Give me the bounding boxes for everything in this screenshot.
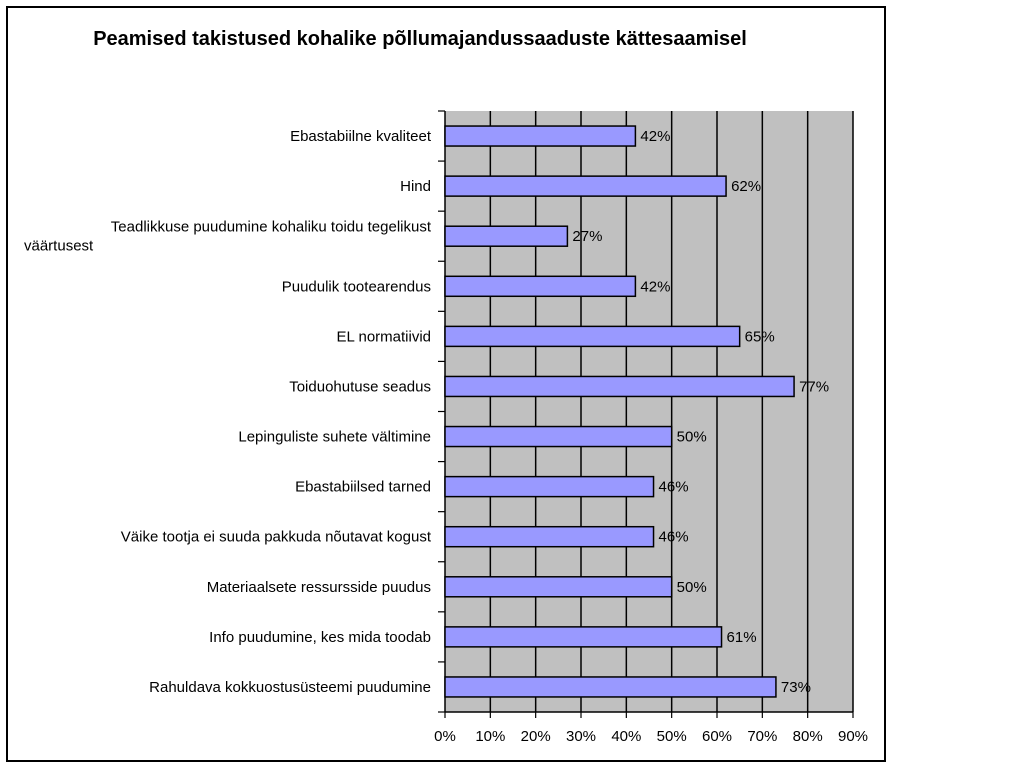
category-label: Ebastabiilne kvaliteet [290, 128, 432, 145]
data-label: 73% [781, 679, 811, 696]
data-label: 46% [659, 529, 689, 546]
data-label: 46% [659, 479, 689, 496]
category-label-line: Väike tootja ei suuda pakkuda nõutavat k… [121, 529, 432, 546]
x-tick-label: 50% [657, 728, 687, 745]
category-label-line: Toiduohutuse seadus [289, 378, 431, 395]
plot-area [445, 111, 853, 712]
category-label: Lepinguliste suhete vältimine [238, 429, 431, 446]
data-label: 50% [677, 429, 707, 446]
category-label-line: väärtusest [24, 238, 94, 255]
bar [444, 425, 673, 448]
x-tick-label: 10% [475, 728, 505, 745]
category-label: Teadlikkuse puudumine kohaliku toidu teg… [24, 219, 432, 255]
category-label: Info puudumine, kes mida toodab [209, 629, 431, 646]
bar [444, 576, 673, 598]
category-label: Materiaalsete ressursside puudus [207, 579, 431, 596]
category-label-line: Ebastabiilsed tarned [295, 479, 431, 496]
data-label: 62% [731, 178, 761, 195]
x-tick-label: 70% [747, 728, 777, 745]
bar [444, 275, 637, 298]
bar [444, 676, 777, 698]
category-label-line: Materiaalsete ressursside puudus [207, 579, 431, 596]
data-label: 27% [572, 228, 602, 245]
category-label-line: Info puudumine, kes mida toodab [209, 629, 431, 646]
data-label: 42% [640, 278, 670, 295]
category-label-line: EL normatiivid [337, 328, 431, 345]
category-label: Hind [400, 178, 431, 195]
category-label-line: Puudulik tootearendus [282, 278, 431, 295]
category-label: Toiduohutuse seadus [289, 378, 431, 395]
category-label: Ebastabiilsed tarned [295, 479, 431, 496]
bar [444, 375, 795, 398]
bar [444, 626, 723, 648]
category-label: Puudulik tootearendus [282, 278, 431, 295]
chart-title: Peamised takistused kohalike põllumajand… [93, 28, 747, 50]
bar [444, 225, 569, 247]
data-label: 77% [799, 378, 829, 395]
data-label: 42% [640, 128, 670, 145]
bar [444, 125, 637, 147]
bar [444, 175, 727, 197]
category-label: Rahuldava kokkuostusüsteemi puudumine [149, 679, 431, 696]
category-label: EL normatiivid [337, 328, 431, 345]
x-tick-label: 0% [434, 728, 456, 745]
category-label-line: Lepinguliste suhete vältimine [238, 429, 431, 446]
bar [444, 525, 655, 548]
data-label: 65% [745, 328, 775, 345]
category-label-line: Teadlikkuse puudumine kohaliku toidu teg… [111, 219, 432, 236]
bar [444, 325, 741, 348]
x-tick-label: 80% [793, 728, 823, 745]
category-label-line: Hind [400, 178, 431, 195]
bar [444, 475, 655, 498]
x-tick-label: 60% [702, 728, 732, 745]
x-tick-label: 40% [611, 728, 641, 745]
data-label: 50% [677, 579, 707, 596]
category-label-line: Rahuldava kokkuostusüsteemi puudumine [149, 679, 431, 696]
category-label: Väike tootja ei suuda pakkuda nõutavat k… [121, 529, 432, 546]
category-label-line: Ebastabiilne kvaliteet [290, 128, 432, 145]
x-tick-label: 30% [566, 728, 596, 745]
x-tick-label: 20% [521, 728, 551, 745]
data-label: 61% [727, 629, 757, 646]
x-tick-label: 90% [838, 728, 868, 745]
